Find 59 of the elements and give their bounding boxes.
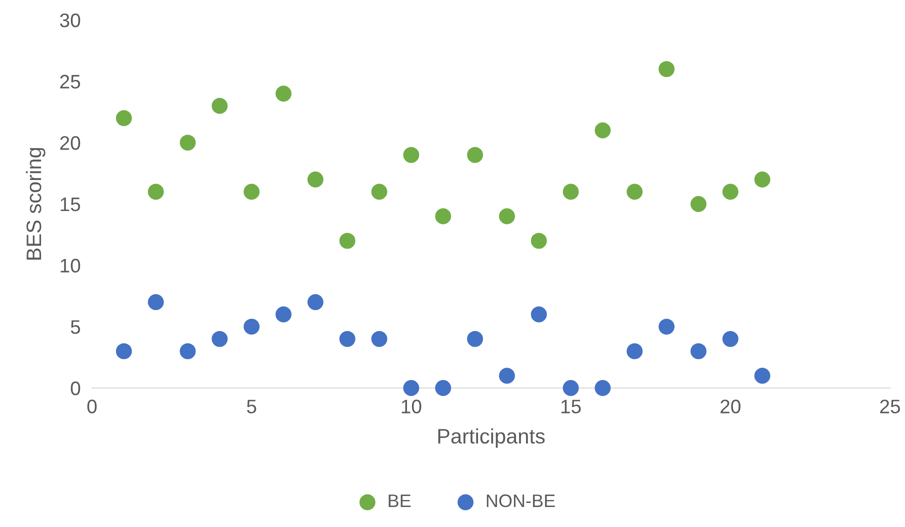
y-tick-label: 10 — [60, 258, 80, 273]
point — [562, 380, 579, 396]
point — [690, 343, 706, 360]
point — [467, 330, 484, 347]
x-tick-label: 25 — [880, 400, 900, 414]
point — [722, 330, 738, 347]
point — [180, 134, 196, 151]
x-tick-label: 20 — [720, 400, 740, 414]
x-tick-label: 15 — [561, 400, 581, 414]
y-axis-title: BES scoring — [26, 148, 46, 260]
point — [339, 330, 356, 347]
legend-label: NON-BE — [486, 494, 555, 508]
point — [435, 380, 452, 396]
y-tick-label: 25 — [60, 74, 80, 89]
y-tick-label: 0 — [70, 381, 80, 396]
x-tick-label: 5 — [246, 400, 256, 414]
x-tick-label: 10 — [402, 400, 422, 414]
x-axis-title: Participants — [438, 428, 545, 448]
point — [626, 343, 643, 360]
point — [276, 86, 292, 102]
point — [498, 208, 515, 224]
point — [276, 306, 292, 322]
point — [116, 343, 132, 360]
y-tick-label: 5 — [70, 320, 80, 334]
point — [244, 318, 260, 335]
y-tick-label: 20 — [60, 136, 80, 150]
point — [212, 330, 228, 347]
point — [530, 232, 547, 249]
point — [594, 122, 611, 138]
point — [371, 330, 388, 347]
point — [371, 184, 388, 200]
x-tick-label: 0 — [87, 400, 97, 414]
point — [626, 184, 643, 200]
y-tick-label: 30 — [60, 13, 80, 28]
point — [754, 171, 770, 188]
point — [658, 318, 675, 335]
point — [722, 184, 738, 200]
point — [339, 232, 356, 249]
point — [403, 380, 420, 396]
point — [148, 294, 164, 310]
point — [116, 110, 132, 126]
point — [658, 61, 675, 78]
point — [148, 184, 164, 200]
point — [403, 146, 420, 163]
point — [244, 184, 260, 200]
point — [307, 171, 324, 188]
point — [754, 368, 770, 384]
point — [690, 196, 706, 212]
point — [467, 146, 484, 163]
point — [562, 184, 579, 200]
legend-label: BE — [388, 494, 411, 508]
point — [498, 368, 515, 384]
y-tick-label: 15 — [60, 198, 80, 212]
point — [530, 306, 547, 322]
point — [594, 380, 611, 396]
point — [307, 294, 324, 310]
point — [212, 98, 228, 114]
point — [435, 208, 452, 224]
point — [180, 343, 196, 360]
